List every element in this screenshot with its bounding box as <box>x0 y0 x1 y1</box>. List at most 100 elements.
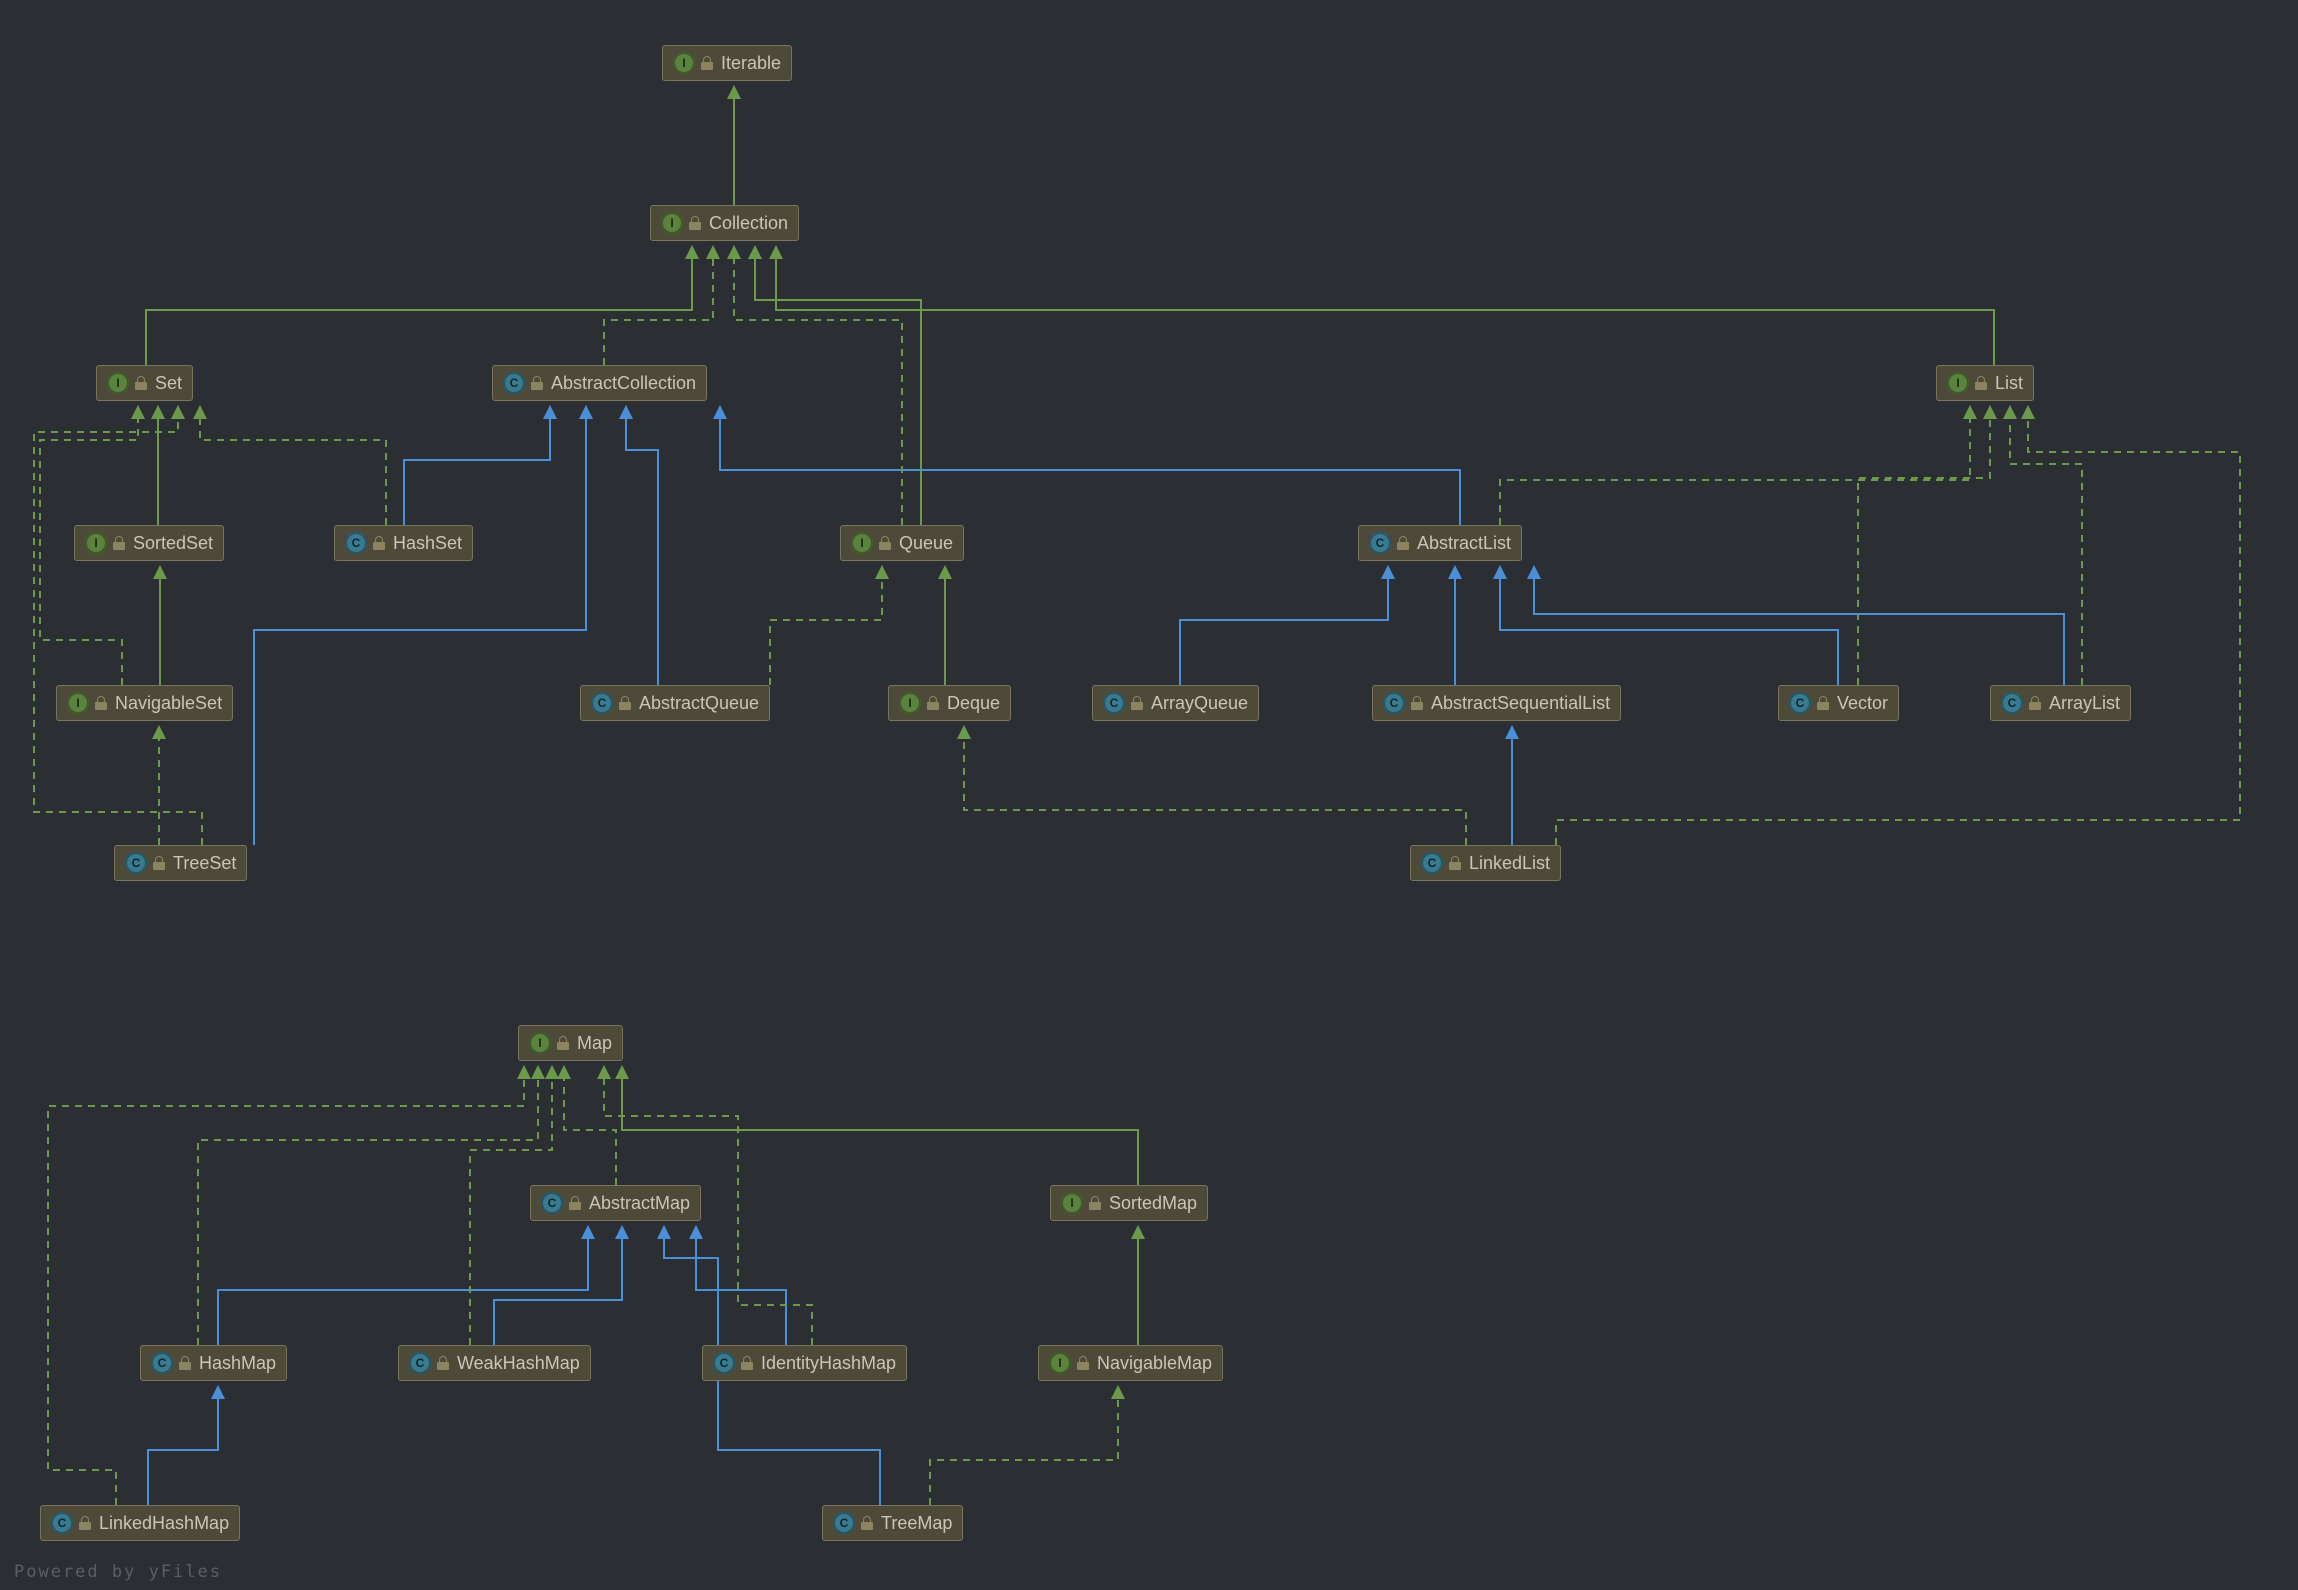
node-label: Vector <box>1837 693 1888 714</box>
lock-icon <box>557 1036 569 1050</box>
node-label: AbstractMap <box>589 1193 690 1214</box>
class-icon: C <box>833 1512 855 1534</box>
node-treemap[interactable]: C TreeMap <box>822 1505 963 1541</box>
node-label: NavigableSet <box>115 693 222 714</box>
node-label: LinkedList <box>1469 853 1550 874</box>
lock-icon <box>927 696 939 710</box>
lock-icon <box>1397 536 1409 550</box>
node-hashset[interactable]: CHashSet <box>334 525 473 561</box>
node-vector[interactable]: C Vector <box>1778 685 1899 721</box>
node-label: TreeSet <box>173 853 236 874</box>
lock-icon <box>79 1516 91 1530</box>
interface-icon: I <box>67 692 89 714</box>
node-linkedlist[interactable]: CLinkedList <box>1410 845 1561 881</box>
node-abstractqueue[interactable]: CAbstractQueue <box>580 685 770 721</box>
interface-icon: I <box>85 532 107 554</box>
node-label: ArrayQueue <box>1151 693 1248 714</box>
lock-icon <box>531 376 543 390</box>
lock-icon <box>2029 696 2041 710</box>
node-label: AbstractQueue <box>639 693 759 714</box>
node-sortedset[interactable]: I SortedSet <box>74 525 224 561</box>
lock-icon <box>1975 376 1987 390</box>
node-sortedmap[interactable]: I SortedMap <box>1050 1185 1208 1221</box>
node-label: List <box>1995 373 2023 394</box>
class-icon: C <box>2001 692 2023 714</box>
lock-icon <box>701 56 713 70</box>
class-icon: C <box>51 1512 73 1534</box>
node-weakhashmap[interactable]: C WeakHashMap <box>398 1345 591 1381</box>
node-set[interactable]: I Set <box>96 365 193 401</box>
node-abstractcollection[interactable]: C AbstractCollection <box>492 365 707 401</box>
interface-icon: I <box>529 1032 551 1054</box>
node-label: WeakHashMap <box>457 1353 580 1374</box>
lock-icon <box>179 1356 191 1370</box>
node-list[interactable]: I List <box>1936 365 2034 401</box>
lock-icon <box>689 216 701 230</box>
node-label: NavigableMap <box>1097 1353 1212 1374</box>
node-queue[interactable]: IQueue <box>840 525 964 561</box>
interface-icon: I <box>899 692 921 714</box>
node-label: Deque <box>947 693 1000 714</box>
lock-icon <box>135 376 147 390</box>
node-label: SortedMap <box>1109 1193 1197 1214</box>
class-icon: C <box>541 1192 563 1214</box>
node-label: AbstractList <box>1417 533 1511 554</box>
lock-icon <box>113 536 125 550</box>
node-navigableset[interactable]: I NavigableSet <box>56 685 233 721</box>
class-icon: C <box>1369 532 1391 554</box>
lock-icon <box>1089 1196 1101 1210</box>
node-arraylist[interactable]: C ArrayList <box>1990 685 2131 721</box>
lock-icon <box>1449 856 1461 870</box>
node-navigablemap[interactable]: INavigableMap <box>1038 1345 1223 1381</box>
diagram-canvas: Powered by yFiles IIterableICollectionIS… <box>0 0 2298 1590</box>
lock-icon <box>569 1196 581 1210</box>
interface-icon: I <box>661 212 683 234</box>
lock-icon <box>373 536 385 550</box>
interface-icon: I <box>1061 1192 1083 1214</box>
lock-icon <box>1411 696 1423 710</box>
node-collection[interactable]: ICollection <box>650 205 799 241</box>
class-icon: C <box>1789 692 1811 714</box>
node-linkedhashmap[interactable]: C LinkedHashMap <box>40 1505 240 1541</box>
node-label: Queue <box>899 533 953 554</box>
lock-icon <box>437 1356 449 1370</box>
watermark: Powered by yFiles <box>14 1562 222 1582</box>
lock-icon <box>619 696 631 710</box>
node-label: LinkedHashMap <box>99 1513 229 1534</box>
node-label: HashSet <box>393 533 462 554</box>
node-hashmap[interactable]: C HashMap <box>140 1345 287 1381</box>
lock-icon <box>1077 1356 1089 1370</box>
node-label: TreeMap <box>881 1513 952 1534</box>
interface-icon: I <box>107 372 129 394</box>
class-icon: C <box>713 1352 735 1374</box>
node-label: Iterable <box>721 53 781 74</box>
lock-icon <box>861 1516 873 1530</box>
lock-icon <box>741 1356 753 1370</box>
node-identityhashmap[interactable]: C IdentityHashMap <box>702 1345 907 1381</box>
node-treeset[interactable]: C TreeSet <box>114 845 247 881</box>
class-icon: C <box>503 372 525 394</box>
class-icon: C <box>1383 692 1405 714</box>
node-iterable[interactable]: IIterable <box>662 45 792 81</box>
lock-icon <box>153 856 165 870</box>
class-icon: C <box>409 1352 431 1374</box>
node-label: AbstractSequentialList <box>1431 693 1610 714</box>
node-label: SortedSet <box>133 533 213 554</box>
node-label: Map <box>577 1033 612 1054</box>
lock-icon <box>1131 696 1143 710</box>
node-label: Set <box>155 373 182 394</box>
node-label: ArrayList <box>2049 693 2120 714</box>
node-arrayqueue[interactable]: CArrayQueue <box>1092 685 1259 721</box>
class-icon: C <box>125 852 147 874</box>
node-abstractseqlist[interactable]: C AbstractSequentialList <box>1372 685 1621 721</box>
node-deque[interactable]: I Deque <box>888 685 1011 721</box>
interface-icon: I <box>1947 372 1969 394</box>
lock-icon <box>95 696 107 710</box>
node-abstractmap[interactable]: C AbstractMap <box>530 1185 701 1221</box>
node-label: IdentityHashMap <box>761 1353 896 1374</box>
node-abstractlist[interactable]: C AbstractList <box>1358 525 1522 561</box>
node-label: HashMap <box>199 1353 276 1374</box>
node-map[interactable]: I Map <box>518 1025 623 1061</box>
class-icon: C <box>151 1352 173 1374</box>
node-label: AbstractCollection <box>551 373 696 394</box>
